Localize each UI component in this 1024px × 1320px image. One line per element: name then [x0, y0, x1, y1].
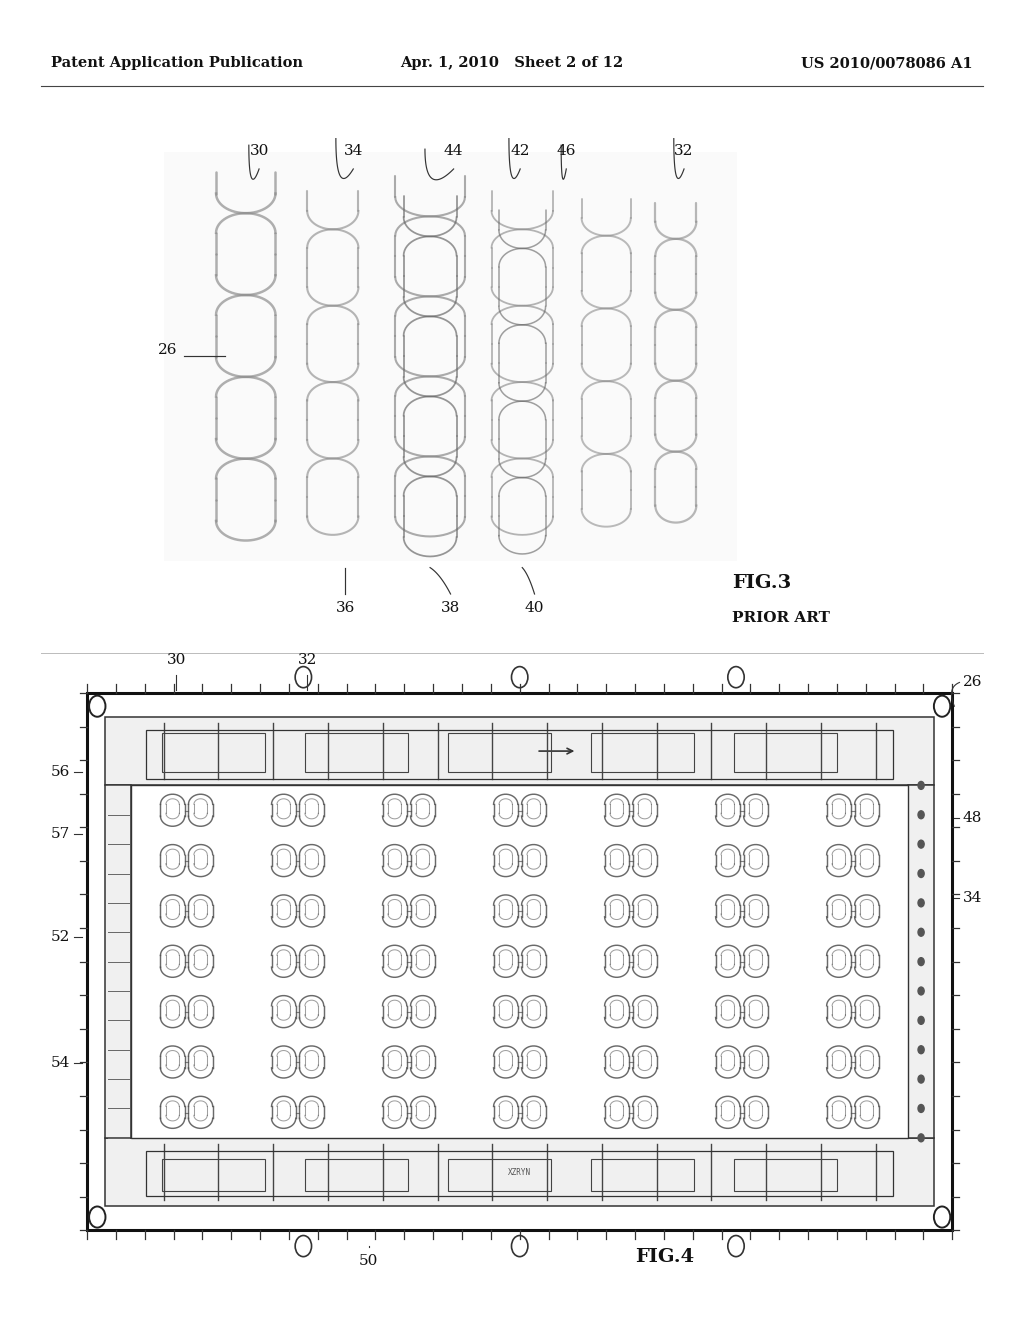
Text: 34: 34 [963, 891, 982, 904]
Bar [105, 1138, 934, 1206]
Text: 42: 42 [510, 144, 530, 158]
Text: 50: 50 [359, 1254, 378, 1269]
Text: FIG.4: FIG.4 [635, 1247, 694, 1266]
Text: 56: 56 [50, 766, 70, 779]
Text: XZRYN: XZRYN [508, 1168, 531, 1176]
Text: Apr. 1, 2010   Sheet 2 of 12: Apr. 1, 2010 Sheet 2 of 12 [400, 57, 624, 70]
Bar [908, 785, 934, 1138]
Text: 34: 34 [344, 144, 362, 158]
Bar [734, 1159, 838, 1191]
Bar [734, 733, 838, 772]
Text: 46: 46 [556, 144, 577, 158]
Bar [146, 730, 893, 779]
Circle shape [918, 810, 924, 818]
Text: 26: 26 [963, 676, 982, 689]
Circle shape [918, 841, 924, 849]
Circle shape [918, 870, 924, 878]
Bar [591, 733, 694, 772]
Bar [105, 785, 131, 1138]
Circle shape [918, 958, 924, 966]
Text: US 2010/0078086 A1: US 2010/0078086 A1 [801, 57, 973, 70]
Bar [164, 152, 737, 561]
Bar [305, 1159, 408, 1191]
Text: 26: 26 [158, 343, 177, 356]
Text: 54: 54 [50, 1056, 70, 1069]
Text: 32: 32 [298, 652, 316, 667]
Bar [162, 733, 265, 772]
Bar [591, 1159, 694, 1191]
Circle shape [918, 1045, 924, 1053]
Bar [162, 1159, 265, 1191]
Text: 36: 36 [336, 601, 354, 615]
Circle shape [918, 781, 924, 789]
Text: 32: 32 [675, 144, 693, 158]
Circle shape [918, 1105, 924, 1113]
Text: 30: 30 [167, 652, 185, 667]
Text: 52: 52 [50, 931, 70, 944]
Bar [449, 733, 551, 772]
Text: 57: 57 [50, 828, 70, 841]
Text: PRIOR ART: PRIOR ART [732, 611, 830, 624]
Bar [87, 693, 952, 1230]
Text: 44: 44 [443, 144, 464, 158]
Bar [105, 717, 934, 785]
Text: 40: 40 [524, 601, 545, 615]
Text: 48: 48 [963, 812, 982, 825]
Circle shape [918, 1074, 924, 1082]
Text: 30: 30 [250, 144, 268, 158]
Circle shape [918, 1016, 924, 1024]
Circle shape [918, 1134, 924, 1142]
Text: FIG.3: FIG.3 [732, 574, 792, 593]
Bar [305, 733, 408, 772]
Text: Patent Application Publication: Patent Application Publication [51, 57, 303, 70]
Circle shape [918, 928, 924, 936]
Bar [146, 1151, 893, 1196]
Bar [449, 1159, 551, 1191]
Bar [131, 785, 908, 1138]
Circle shape [918, 899, 924, 907]
Circle shape [918, 987, 924, 995]
Text: 38: 38 [441, 601, 460, 615]
